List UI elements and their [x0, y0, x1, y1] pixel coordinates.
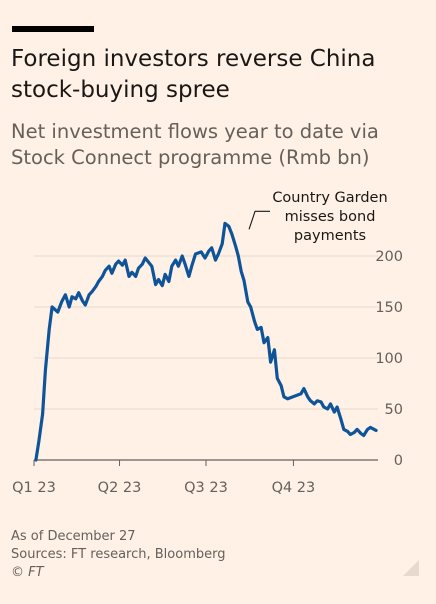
chart-footer: As of December 27 Sources: FT research, …	[11, 528, 225, 582]
y-tick-label: 150	[375, 300, 403, 316]
annotation-text: payments	[294, 228, 366, 244]
x-tick-label: Q1 23	[12, 480, 56, 496]
y-tick-label: 200	[375, 249, 403, 265]
annotation-text: misses bond	[285, 209, 376, 225]
sources-note: Sources: FT research, Bloomberg	[11, 547, 226, 562]
annotation-text: Country Garden	[272, 190, 387, 206]
y-tick-label: 0	[394, 453, 403, 469]
x-tick-label: Q3 23	[184, 480, 228, 496]
brand-bar	[12, 26, 94, 32]
x-tick-label: Q4 23	[272, 480, 316, 496]
chart-subtitle: Net investment flows year to date via St…	[11, 120, 379, 169]
chart-title: Foreign investors reverse China stock-bu…	[11, 46, 376, 103]
as-of-note: As of December 27	[11, 529, 136, 544]
annotation-leader-line	[248, 210, 270, 230]
corner-mark-icon	[403, 560, 419, 576]
x-tick-label: Q2 23	[98, 480, 142, 496]
y-tick-label: 100	[375, 351, 403, 367]
series-line	[34, 221, 378, 462]
y-tick-label: 50	[385, 402, 403, 418]
copyright-note: © FT	[11, 565, 44, 580]
